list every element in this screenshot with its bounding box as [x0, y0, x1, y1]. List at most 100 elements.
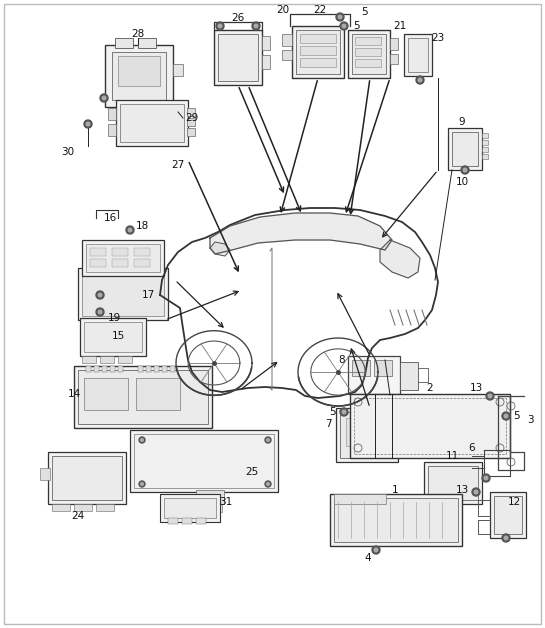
Bar: [130, 430, 278, 492]
Bar: [78, 370, 208, 424]
Bar: [82, 356, 96, 363]
Text: 31: 31: [220, 497, 233, 507]
Bar: [218, 34, 258, 81]
Circle shape: [463, 168, 467, 172]
Text: 17: 17: [141, 290, 155, 300]
Bar: [118, 56, 160, 86]
Circle shape: [502, 534, 510, 542]
Circle shape: [139, 437, 145, 443]
Polygon shape: [210, 242, 230, 256]
Circle shape: [504, 536, 508, 540]
Bar: [120, 104, 184, 142]
Bar: [428, 466, 478, 500]
Circle shape: [374, 548, 378, 552]
Text: 30: 30: [62, 147, 75, 157]
Bar: [90, 248, 106, 256]
Bar: [94, 366, 99, 372]
Bar: [336, 408, 398, 462]
Circle shape: [338, 15, 342, 19]
Bar: [134, 248, 150, 256]
Bar: [408, 38, 428, 72]
Circle shape: [267, 438, 269, 441]
Text: 6: 6: [469, 443, 475, 453]
Text: 3: 3: [526, 415, 534, 425]
Text: 4: 4: [365, 553, 371, 563]
Bar: [116, 100, 188, 146]
Bar: [112, 52, 166, 100]
Bar: [52, 504, 70, 511]
Bar: [355, 48, 381, 56]
Bar: [348, 356, 400, 394]
Text: 25: 25: [245, 467, 259, 477]
Text: 13: 13: [469, 383, 483, 393]
Bar: [112, 259, 128, 267]
Circle shape: [502, 412, 510, 420]
Bar: [102, 366, 107, 372]
Text: 23: 23: [432, 33, 445, 43]
Bar: [96, 504, 114, 511]
Text: 24: 24: [71, 511, 84, 521]
Bar: [82, 272, 164, 316]
Bar: [170, 366, 175, 372]
Bar: [118, 366, 123, 372]
Circle shape: [126, 226, 134, 234]
Bar: [105, 45, 173, 107]
Bar: [160, 494, 220, 522]
Bar: [40, 468, 50, 480]
Bar: [348, 30, 390, 78]
Bar: [52, 456, 122, 500]
Text: 5: 5: [353, 21, 359, 31]
Text: 19: 19: [107, 313, 120, 323]
Text: 1: 1: [392, 485, 398, 495]
Bar: [134, 259, 150, 267]
Bar: [108, 124, 116, 136]
Bar: [424, 462, 482, 504]
Text: 5: 5: [361, 7, 367, 17]
Bar: [138, 366, 143, 372]
Bar: [118, 356, 132, 363]
Circle shape: [472, 488, 480, 496]
Bar: [330, 494, 462, 546]
Text: 28: 28: [131, 29, 144, 39]
Bar: [80, 318, 146, 356]
Bar: [112, 248, 128, 256]
Bar: [482, 133, 488, 138]
Bar: [482, 140, 488, 145]
Circle shape: [265, 481, 271, 487]
Bar: [136, 378, 180, 410]
Text: 11: 11: [445, 451, 459, 461]
Bar: [154, 366, 159, 372]
Bar: [296, 30, 340, 74]
Bar: [115, 38, 133, 48]
Bar: [354, 398, 506, 454]
Bar: [164, 498, 216, 518]
Circle shape: [96, 291, 104, 299]
Text: 16: 16: [104, 213, 117, 223]
Text: 5: 5: [329, 407, 335, 417]
Circle shape: [254, 24, 258, 28]
Bar: [168, 518, 178, 524]
Circle shape: [218, 24, 222, 28]
Text: 2: 2: [427, 383, 433, 393]
Text: 20: 20: [276, 5, 289, 15]
Circle shape: [484, 476, 488, 480]
Bar: [262, 55, 270, 69]
Bar: [282, 50, 292, 60]
Text: 10: 10: [456, 177, 469, 187]
Circle shape: [416, 76, 424, 84]
Circle shape: [139, 481, 145, 487]
Bar: [482, 154, 488, 159]
Bar: [448, 128, 482, 170]
Circle shape: [342, 24, 346, 28]
Bar: [355, 59, 381, 67]
Text: 5: 5: [513, 411, 519, 421]
Bar: [78, 268, 168, 320]
Bar: [404, 34, 432, 76]
Bar: [74, 366, 212, 428]
Bar: [162, 366, 167, 372]
Circle shape: [84, 120, 92, 128]
Circle shape: [504, 414, 508, 418]
Circle shape: [340, 408, 348, 416]
Circle shape: [418, 78, 422, 82]
Bar: [350, 394, 510, 458]
